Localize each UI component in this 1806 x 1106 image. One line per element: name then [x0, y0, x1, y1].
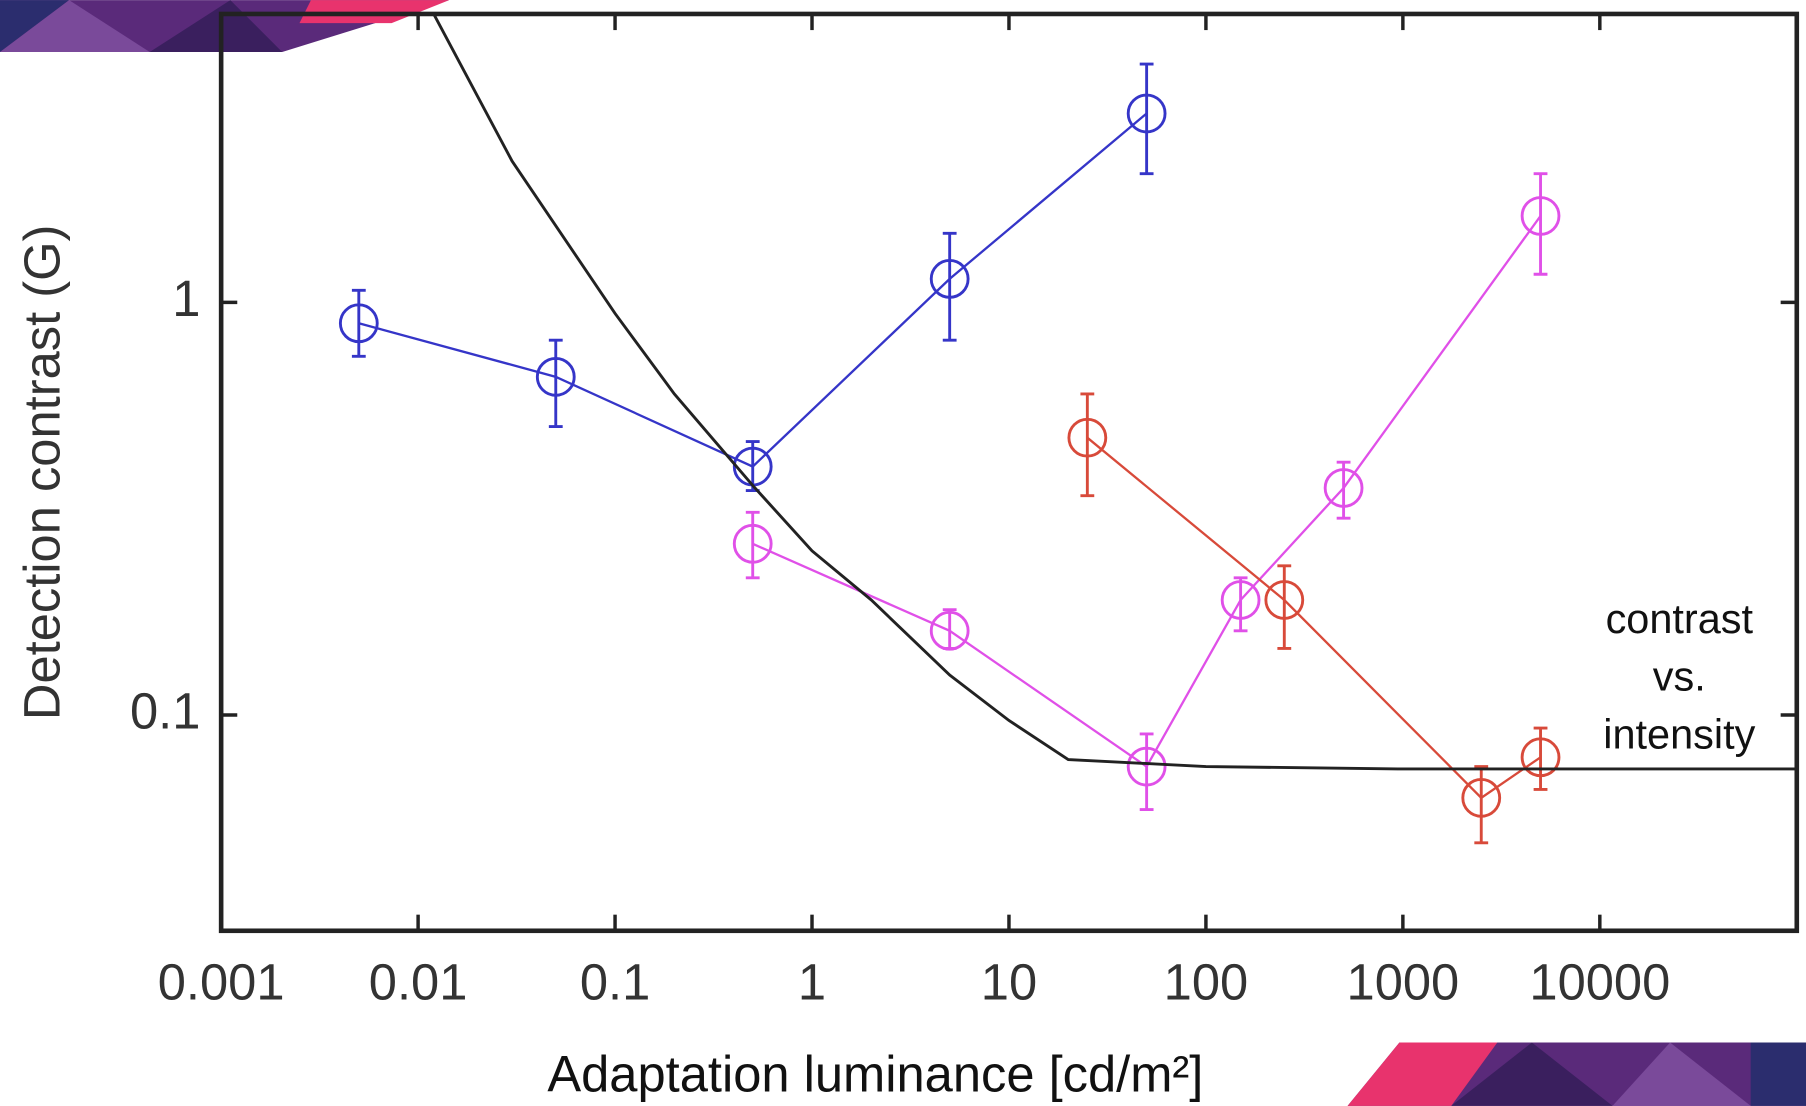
- error-bar: [1533, 726, 1548, 791]
- error-bar: [1277, 564, 1292, 650]
- data-point: [1126, 746, 1167, 787]
- error-bar: [548, 338, 563, 429]
- series-line: [1086, 436, 1542, 800]
- data-point: [1067, 417, 1108, 458]
- x-tick-label: 1000: [1347, 953, 1460, 1010]
- series-line: [358, 112, 1148, 468]
- error-bar: [942, 231, 957, 342]
- data-point: [1264, 580, 1305, 620]
- x-tick-label: 1: [798, 953, 826, 1010]
- error-bar: [1336, 460, 1351, 520]
- y-axis-label: Detection contrast (G): [13, 225, 70, 720]
- x-tick-label: 100: [1164, 953, 1249, 1010]
- y-tick-label: 0.1: [130, 682, 200, 739]
- data-point: [929, 259, 970, 299]
- data-point: [1461, 777, 1502, 818]
- data-point: [732, 523, 773, 564]
- annotation: contrast vs. intensity: [1603, 595, 1755, 757]
- plot-frame: [218, 11, 1800, 934]
- data-point: [1323, 468, 1364, 508]
- curve: [432, 13, 1797, 771]
- error-bar: [745, 510, 760, 580]
- error-bar: [1233, 576, 1248, 633]
- error-bar: [1139, 62, 1154, 176]
- x-tick-label: 0.001: [158, 953, 285, 1010]
- x-axis-label: Adaptation luminance [cd/m²]: [547, 1046, 1203, 1103]
- data-point: [1520, 737, 1561, 778]
- x-tick-label: 0.1: [580, 953, 650, 1010]
- series-line: [752, 215, 1542, 769]
- data-point: [338, 303, 379, 344]
- data-point: [1220, 580, 1261, 620]
- annotation-line: contrast: [1606, 595, 1754, 642]
- x-tick-label: 10000: [1529, 953, 1670, 1010]
- data-point: [1126, 93, 1167, 134]
- data-point: [929, 610, 970, 651]
- data-point: [535, 356, 576, 397]
- x-tick-label: 0.01: [369, 953, 468, 1010]
- data-point: [1520, 196, 1561, 236]
- error-bar: [1533, 172, 1548, 276]
- error-bar: [351, 288, 366, 358]
- y-tick-label: 1: [172, 270, 200, 327]
- error-bar: [1139, 732, 1154, 812]
- annotation-line: vs.: [1653, 653, 1706, 700]
- error-bar: [1080, 392, 1095, 498]
- annotation-line: intensity: [1603, 710, 1755, 757]
- x-tick-label: 10: [981, 953, 1037, 1010]
